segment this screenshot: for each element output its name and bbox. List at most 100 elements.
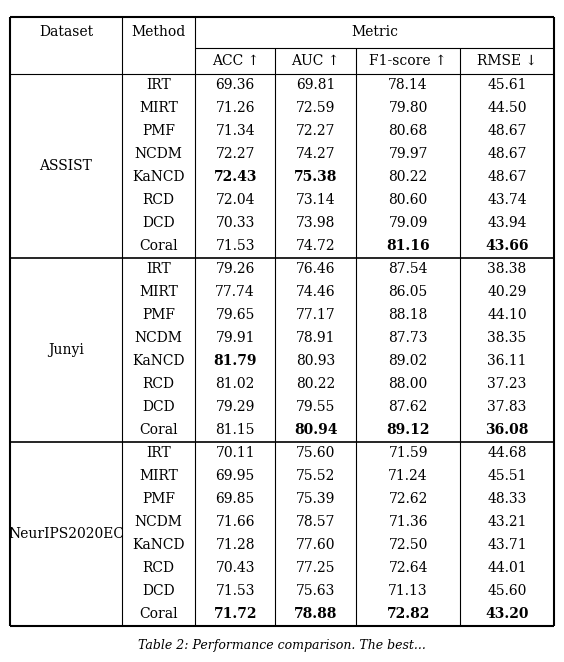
Text: 88.18: 88.18 [389, 308, 428, 322]
Text: 69.81: 69.81 [296, 78, 336, 92]
Text: 44.01: 44.01 [487, 561, 527, 575]
Text: 71.36: 71.36 [389, 515, 428, 529]
Text: 48.67: 48.67 [487, 124, 527, 138]
Text: 71.34: 71.34 [215, 124, 255, 138]
Text: 79.09: 79.09 [389, 216, 428, 230]
Text: 71.53: 71.53 [215, 239, 255, 254]
Text: Dataset: Dataset [39, 25, 93, 39]
Text: 70.33: 70.33 [215, 216, 255, 230]
Text: 48.33: 48.33 [487, 492, 527, 506]
Text: RCD: RCD [142, 377, 174, 391]
Text: 86.05: 86.05 [389, 285, 428, 299]
Text: 80.94: 80.94 [294, 423, 337, 437]
Text: 45.61: 45.61 [487, 78, 527, 92]
Text: 77.60: 77.60 [296, 538, 336, 552]
Text: 79.91: 79.91 [215, 331, 255, 345]
Text: NCDM: NCDM [134, 331, 182, 345]
Text: 79.29: 79.29 [215, 400, 255, 414]
Text: 72.27: 72.27 [296, 124, 336, 138]
Text: Coral: Coral [139, 607, 178, 621]
Text: MIRT: MIRT [139, 285, 178, 299]
Text: 71.28: 71.28 [215, 538, 255, 552]
Text: PMF: PMF [142, 492, 175, 506]
Text: 72.50: 72.50 [389, 538, 428, 552]
Text: 81.15: 81.15 [215, 423, 255, 437]
Text: 79.26: 79.26 [215, 262, 255, 276]
Text: 45.60: 45.60 [487, 584, 527, 598]
Text: AUC ↑: AUC ↑ [292, 54, 340, 68]
Text: 75.38: 75.38 [294, 170, 337, 184]
Text: 87.54: 87.54 [389, 262, 428, 276]
Text: RMSE ↓: RMSE ↓ [477, 54, 537, 68]
Text: 44.10: 44.10 [487, 308, 527, 322]
Text: 71.66: 71.66 [215, 515, 255, 529]
Text: RCD: RCD [142, 561, 174, 575]
Text: 78.57: 78.57 [296, 515, 336, 529]
Text: 70.11: 70.11 [215, 446, 255, 460]
Text: DCD: DCD [142, 400, 175, 414]
Text: Method: Method [131, 25, 186, 39]
Text: 37.83: 37.83 [487, 400, 527, 414]
Text: 80.22: 80.22 [296, 377, 336, 391]
Text: 75.60: 75.60 [296, 446, 336, 460]
Text: ASSIST: ASSIST [39, 159, 92, 173]
Text: 48.67: 48.67 [487, 147, 527, 162]
Text: 45.51: 45.51 [487, 469, 527, 483]
Text: PMF: PMF [142, 308, 175, 322]
Text: 75.63: 75.63 [296, 584, 336, 598]
Text: MIRT: MIRT [139, 469, 178, 483]
Text: 69.95: 69.95 [215, 469, 255, 483]
Text: 71.24: 71.24 [389, 469, 428, 483]
Text: 38.35: 38.35 [487, 331, 527, 345]
Text: 48.67: 48.67 [487, 170, 527, 184]
Text: 89.02: 89.02 [389, 354, 428, 368]
Text: 80.93: 80.93 [296, 354, 336, 368]
Text: 72.27: 72.27 [215, 147, 255, 162]
Text: Metric: Metric [351, 25, 398, 39]
Text: 43.21: 43.21 [487, 515, 527, 529]
Text: 43.20: 43.20 [486, 607, 529, 621]
Text: 81.16: 81.16 [386, 239, 430, 254]
Text: 80.60: 80.60 [389, 193, 428, 207]
Text: 71.72: 71.72 [214, 607, 257, 621]
Text: 78.91: 78.91 [296, 331, 336, 345]
Text: NCDM: NCDM [134, 147, 182, 162]
Text: 74.72: 74.72 [296, 239, 336, 254]
Text: 72.64: 72.64 [389, 561, 428, 575]
Text: 78.88: 78.88 [294, 607, 337, 621]
Text: PMF: PMF [142, 124, 175, 138]
Text: KaNCD: KaNCD [132, 538, 184, 552]
Text: 79.65: 79.65 [215, 308, 255, 322]
Text: 87.73: 87.73 [389, 331, 428, 345]
Text: 75.39: 75.39 [296, 492, 336, 506]
Text: 79.80: 79.80 [389, 101, 428, 115]
Text: 72.04: 72.04 [215, 193, 255, 207]
Text: 44.68: 44.68 [487, 446, 527, 460]
Text: 43.66: 43.66 [486, 239, 529, 254]
Text: 40.29: 40.29 [487, 285, 527, 299]
Text: DCD: DCD [142, 216, 175, 230]
Text: 78.14: 78.14 [389, 78, 428, 92]
Text: KaNCD: KaNCD [132, 170, 184, 184]
Text: 36.11: 36.11 [487, 354, 527, 368]
Text: 71.53: 71.53 [215, 584, 255, 598]
Text: F1-score ↑: F1-score ↑ [369, 54, 447, 68]
Text: Table 2: Performance comparison. The best...: Table 2: Performance comparison. The bes… [138, 639, 426, 652]
Text: 77.74: 77.74 [215, 285, 255, 299]
Text: 88.00: 88.00 [389, 377, 428, 391]
Text: 79.55: 79.55 [296, 400, 336, 414]
Text: 70.43: 70.43 [215, 561, 255, 575]
Text: 80.68: 80.68 [389, 124, 428, 138]
Text: IRT: IRT [146, 78, 171, 92]
Text: ACC ↑: ACC ↑ [212, 54, 259, 68]
Text: 75.52: 75.52 [296, 469, 336, 483]
Text: 43.71: 43.71 [487, 538, 527, 552]
Text: 73.98: 73.98 [296, 216, 336, 230]
Text: 69.36: 69.36 [215, 78, 255, 92]
Text: 72.43: 72.43 [214, 170, 257, 184]
Text: 80.22: 80.22 [389, 170, 428, 184]
Text: 81.02: 81.02 [215, 377, 255, 391]
Text: 74.27: 74.27 [296, 147, 336, 162]
Text: 81.79: 81.79 [214, 354, 257, 368]
Text: 77.25: 77.25 [296, 561, 336, 575]
